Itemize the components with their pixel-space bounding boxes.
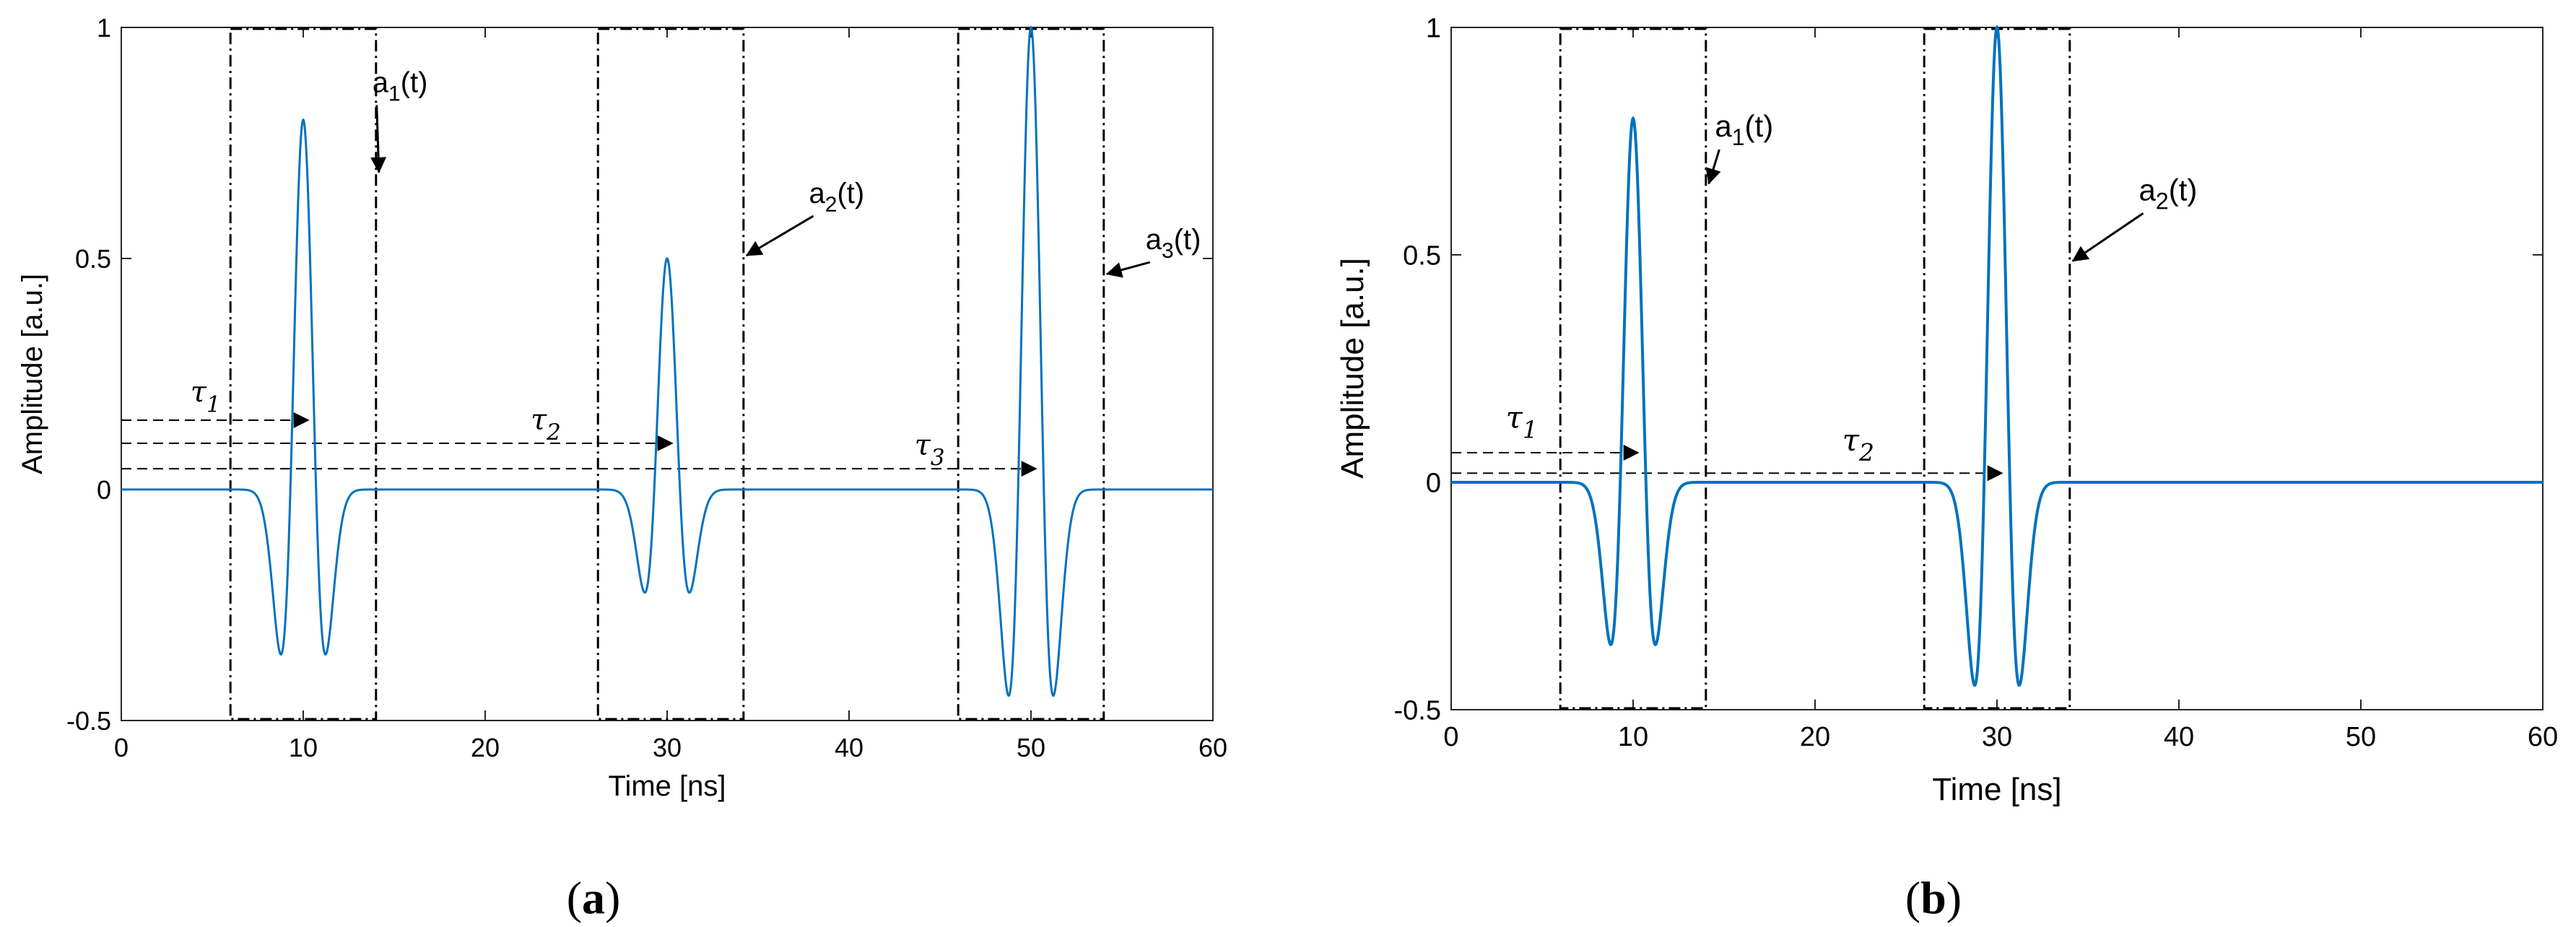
panel-b-x-axis-label: Time [ns] [1932,772,2061,807]
window-label: a1(t) [1715,109,1773,150]
panel-b-y-ticks: -0.5 0 0.5 1 [1394,14,2543,726]
panel-a-y-ticks: -0.5 0 0.5 1 [66,13,1213,736]
x-tick-label: 10 [289,733,318,762]
y-tick-label: 1 [97,13,111,43]
y-tick-label: 0.5 [75,244,111,274]
y-tick-label: 1 [1426,14,1441,44]
window-label: a2(t) [809,178,865,217]
panel-a-x-ticks: 0 10 20 30 40 50 60 [114,27,1227,762]
panel-a-y-axis-label: Amplitude [a.u.] [17,274,48,474]
x-tick-label: 30 [653,733,682,762]
window-box [1559,27,1707,710]
delay-label: τ3 [915,429,945,471]
x-tick-label: 40 [2164,722,2194,752]
window-arrow [370,105,387,173]
delay-label: τ1 [191,375,221,417]
panel-b-signal-line [1451,25,2543,687]
panel-b-chart: 0 10 20 30 40 50 60 -0.500.51 a1(t)a2(t) τ1 τ2 … [1335,14,2558,923]
x-tick-label: 40 [835,733,863,762]
x-tick-label: 20 [471,733,500,762]
window-arrow [1105,261,1151,278]
y-tick-label: -0.5 [1394,696,1441,726]
window-box [229,27,378,721]
panel-b-windows: a1(t) a2(t) [1559,27,2198,710]
panel-a-chart: 0 10 20 30 40 50 60 -0.500.51 a1(t)a2(t)a3(t) … [17,13,1227,923]
x-tick-label: 10 [1618,722,1648,752]
y-tick-label: 0 [97,475,111,505]
x-tick-label: 0 [114,733,129,762]
y-tick-label: 0.5 [1403,241,1441,271]
delay-label: τ1 [1506,399,1538,443]
x-tick-label: 0 [1443,722,1458,752]
y-tick-label: 0 [1426,469,1441,499]
window-label: a3(t) [1146,224,1201,263]
window-arrow [2071,212,2144,262]
x-tick-label: 50 [1017,733,1045,762]
panel-a-signal-line [121,25,1213,697]
panel-a-axes-box [121,27,1214,721]
panel-b-delays: τ1 τ2 [1451,399,2003,482]
panel-b-x-ticks: 0 10 20 30 40 50 60 [1443,27,2558,752]
window-box [596,27,745,721]
window-label: a1(t) [373,67,428,106]
x-tick-label: 60 [2528,722,2558,752]
panel-a-label: (a) [567,872,621,923]
panel-b-y-axis-label: Amplitude [a.u.] [1335,258,1370,479]
panel-a-delays: τ1 τ2 τ3 [121,375,1037,477]
x-tick-label: 50 [2346,722,2376,752]
panel-a-x-axis-label: Time [ns] [609,770,726,802]
window-arrow [745,214,814,257]
x-tick-label: 30 [1982,722,2012,752]
delay-label: τ2 [531,404,561,445]
x-tick-label: 20 [1800,722,1830,752]
panel-b-axes-box [1450,27,2544,710]
x-tick-label: 60 [1198,733,1227,762]
y-tick-label: -0.5 [66,706,111,736]
panel-b-label: (b) [1905,872,1962,923]
delay-label: τ2 [1842,422,1874,466]
window-arrow [1705,149,1721,185]
window-label: a2(t) [2139,173,2198,214]
